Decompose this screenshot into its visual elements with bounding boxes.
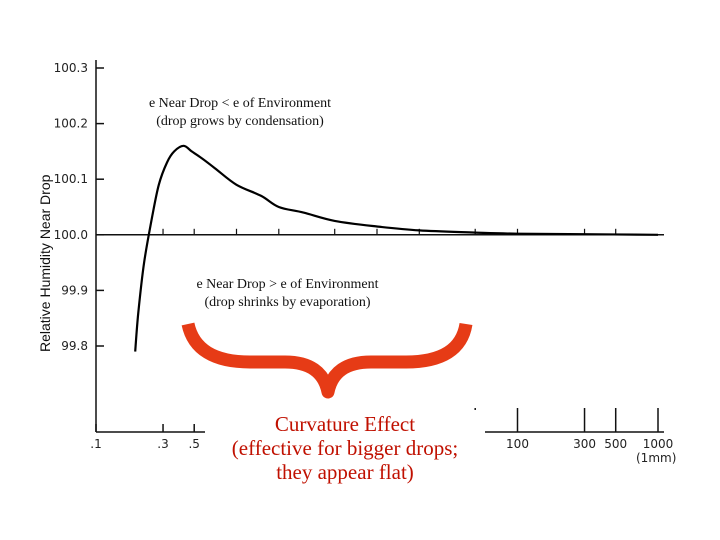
annotation-evaporation-line2: (drop shrinks by evaporation) bbox=[204, 295, 371, 310]
curvature-effect-caption: Curvature Effect (effective for bigger d… bbox=[205, 410, 485, 486]
curvature-caption-line2: (effective for bigger drops; bbox=[231, 436, 459, 460]
y-tick-label-0: 100.3 bbox=[54, 61, 88, 75]
annotation-evaporation-line1: e Near Drop > e of Environment bbox=[196, 277, 379, 292]
x-unit-label: (1mm) bbox=[636, 451, 676, 465]
x-tick-label-5: 300 bbox=[573, 437, 596, 451]
y-tick-label-4: 99.9 bbox=[61, 283, 88, 297]
curvature-caption-line1: Curvature Effect bbox=[274, 412, 416, 436]
annotation-condensation-line2: (drop grows by condensation) bbox=[156, 114, 324, 129]
curvature-caption-line3: they appear flat) bbox=[276, 460, 414, 484]
x-tick-label-0: .1 bbox=[90, 437, 101, 451]
y-axis-label: Relative Humidity Near Drop bbox=[37, 174, 53, 352]
curly-brace-icon bbox=[181, 322, 473, 399]
y-tick-label-3: 100.0 bbox=[54, 228, 88, 242]
annotation-condensation-line1: e Near Drop < e of Environment bbox=[148, 96, 332, 111]
x-tick-label-6: 500 bbox=[604, 437, 627, 451]
y-tick-label-1: 100.2 bbox=[54, 117, 88, 131]
y-tick-label-5: 99.8 bbox=[61, 339, 88, 353]
x-tick-label-7: 1000 bbox=[643, 437, 674, 451]
y-tick-label-2: 100.1 bbox=[54, 172, 88, 186]
annotation-evaporation: e Near Drop > e of Environment (drop shr… bbox=[165, 276, 410, 312]
x-tick-label-1: .3 bbox=[157, 437, 168, 451]
x-tick-label-2: .5 bbox=[188, 437, 199, 451]
x-tick-label-4: 100 bbox=[506, 437, 529, 451]
series-line-equilibrium-rh bbox=[134, 144, 659, 352]
annotation-condensation: e Near Drop < e of Environment (drop gro… bbox=[120, 95, 360, 131]
